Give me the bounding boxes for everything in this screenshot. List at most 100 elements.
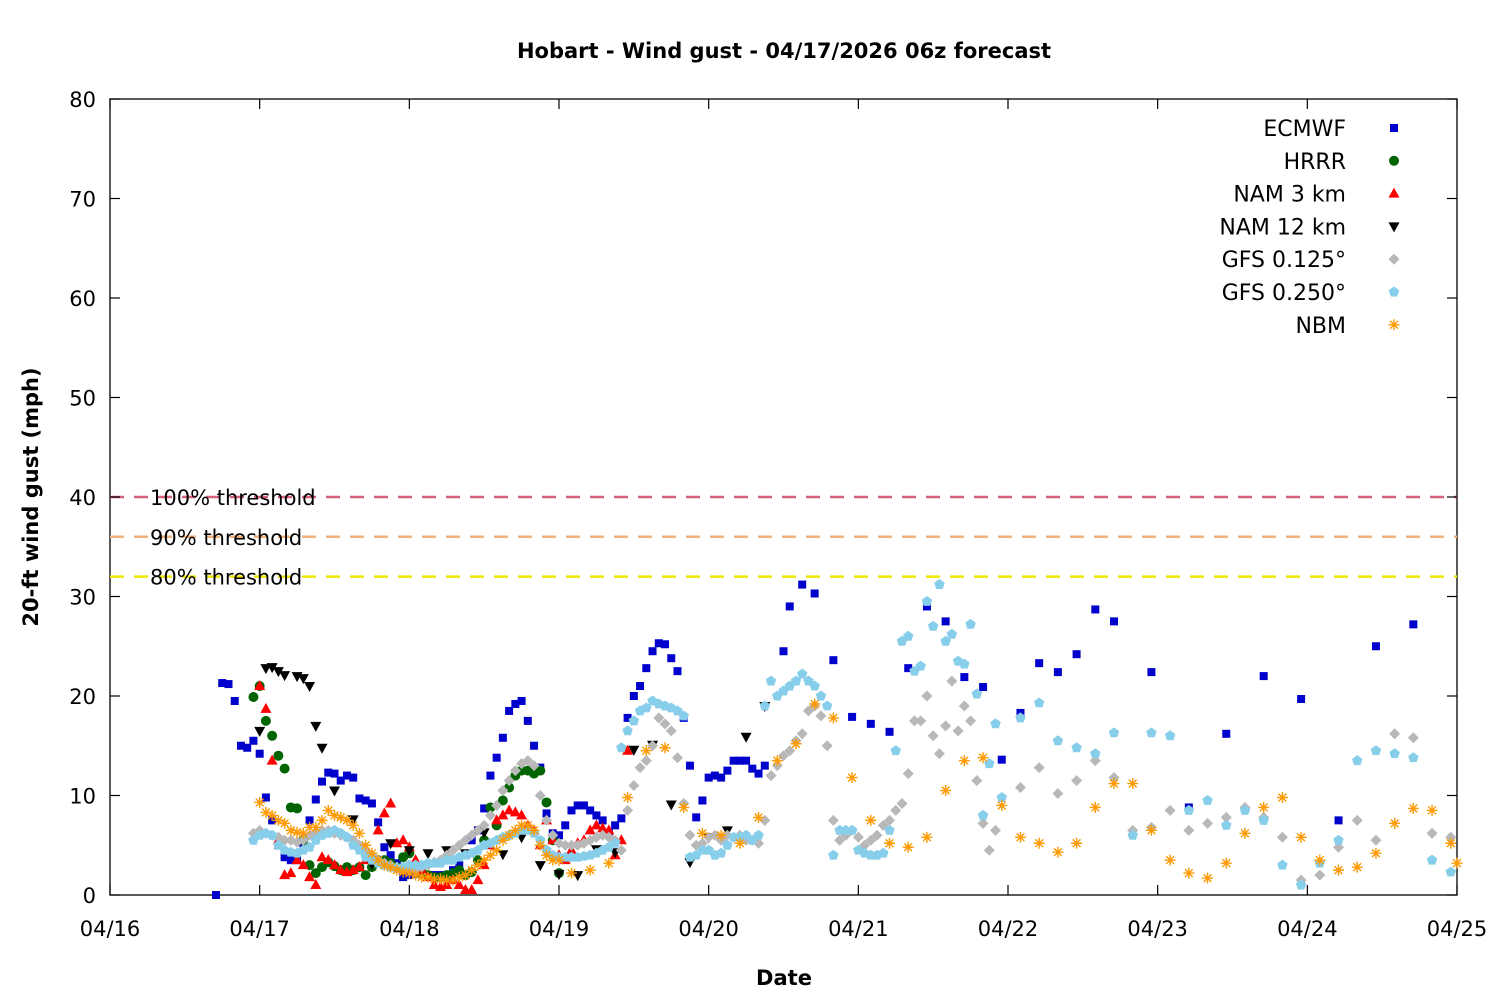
data-point-nbm [1089, 801, 1101, 813]
data-point-nbm [366, 847, 378, 859]
data-point-nam-12-km [279, 671, 291, 682]
data-point-gfs-0-250 [902, 630, 914, 641]
data-point-gfs-0-125 [634, 762, 646, 774]
data-point-gfs-0-250 [341, 831, 353, 842]
data-point-ecmwf [692, 813, 701, 822]
data-point-ecmwf [779, 647, 788, 656]
data-point-nbm [584, 864, 596, 876]
data-point-ecmwf [997, 755, 1006, 764]
data-point-gfs-0-250 [1090, 748, 1101, 759]
data-point-nbm [977, 752, 989, 764]
legend-label: HRRR [1284, 150, 1346, 175]
data-point-nbm [958, 755, 970, 767]
data-point-gfs-0-125 [946, 675, 958, 687]
data-point-ecmwf [255, 749, 264, 758]
data-point-ecmwf [960, 673, 969, 682]
data-point-gfs-0-125 [547, 829, 559, 841]
data-point-ecmwf [579, 801, 588, 810]
data-point-gfs-0-125 [1202, 817, 1214, 829]
data-point-ecmwf [717, 773, 726, 782]
series-nbm [254, 698, 1463, 886]
data-point-gfs-0-250 [796, 668, 808, 679]
data-point-hrrr [273, 750, 284, 761]
data-point-hrrr [292, 803, 303, 814]
data-point-gfs-0-125 [491, 799, 503, 811]
x-tick-label: 04/25 [1427, 917, 1488, 941]
x-tick-label: 04/24 [1277, 917, 1338, 941]
data-point-gfs-0-250 [1389, 748, 1400, 759]
data-point-nbm [528, 824, 540, 836]
data-point-ecmwf [667, 654, 676, 663]
data-point-gfs-0-125 [534, 790, 546, 801]
data-point-gfs-0-250 [1351, 755, 1363, 766]
data-point-ecmwf [567, 806, 576, 815]
data-point-nbm [902, 841, 914, 853]
data-point-hrrr [260, 715, 271, 726]
data-point-nbm [809, 698, 821, 710]
legend-marker [1388, 286, 1400, 297]
data-point-nam-3-km [472, 874, 484, 885]
data-point-nbm [522, 819, 534, 831]
data-point-gfs-0-125 [1426, 827, 1438, 839]
data-point-gfs-0-250 [1108, 727, 1120, 738]
data-point-nam-3-km [266, 754, 278, 765]
data-point-nbm [341, 814, 353, 826]
data-point-ecmwf [611, 821, 620, 830]
data-point-nbm [360, 839, 372, 851]
data-point-nam-3-km [453, 879, 465, 890]
data-point-gfs-0-250 [672, 705, 683, 716]
data-point-ecmwf [885, 727, 894, 736]
data-point-nbm [1258, 801, 1270, 813]
data-point-ecmwf [785, 602, 794, 611]
data-point-ecmwf [1371, 642, 1380, 651]
data-point-gfs-0-250 [1033, 697, 1045, 708]
data-point-ecmwf [642, 664, 651, 673]
data-point-ecmwf [523, 716, 532, 725]
data-point-nam-3-km [466, 884, 478, 895]
data-point-nbm [391, 864, 403, 876]
data-point-ecmwf [742, 756, 751, 765]
data-point-gfs-0-125 [1389, 728, 1401, 740]
data-point-gfs-0-250 [1164, 730, 1176, 741]
data-point-nbm [503, 829, 515, 841]
data-point-gfs-0-125 [640, 755, 652, 767]
data-point-nbm [1145, 824, 1157, 836]
data-point-gfs-0-250 [1146, 727, 1157, 738]
data-point-nbm [466, 864, 478, 876]
data-point-gfs-0-125 [497, 785, 509, 797]
data-point-gfs-0-250 [304, 841, 315, 852]
legend-marker [1388, 222, 1400, 233]
data-point-gfs-0-125 [671, 752, 683, 764]
data-point-nam-3-km [584, 824, 596, 835]
data-point-nam-12-km [266, 663, 278, 674]
data-point-nbm [478, 854, 490, 866]
data-point-gfs-0-125 [933, 748, 945, 760]
data-point-ecmwf [636, 682, 645, 691]
data-point-hrrr [248, 691, 259, 702]
data-point-gfs-0-125 [896, 797, 908, 809]
data-point-ecmwf [218, 679, 227, 688]
data-point-gfs-0-125 [827, 814, 839, 826]
data-point-gfs-0-250 [940, 635, 951, 646]
data-point-nbm [1389, 817, 1401, 829]
data-point-gfs-0-125 [952, 725, 964, 737]
data-point-nbm [1295, 831, 1307, 843]
data-point-nam-12-km [497, 850, 509, 861]
data-point-ecmwf [941, 617, 950, 626]
data-point-nbm [1164, 854, 1176, 866]
data-point-gfs-0-250 [1295, 879, 1307, 890]
data-point-gfs-0-125 [940, 720, 952, 732]
data-point-ecmwf [324, 768, 333, 777]
data-point-ecmwf [286, 856, 295, 865]
data-point-nbm [1239, 827, 1251, 839]
data-point-gfs-0-250 [266, 829, 278, 840]
data-point-ecmwf [367, 799, 376, 808]
data-point-gfs-0-250 [990, 718, 1001, 729]
data-point-hrrr [279, 763, 290, 774]
y-tick-label: 20 [69, 685, 96, 709]
data-point-nbm [1451, 857, 1463, 869]
data-point-nbm [1183, 867, 1195, 879]
data-point-nbm [459, 869, 471, 881]
data-point-nbm [254, 796, 266, 808]
data-point-ecmwf [330, 769, 339, 778]
